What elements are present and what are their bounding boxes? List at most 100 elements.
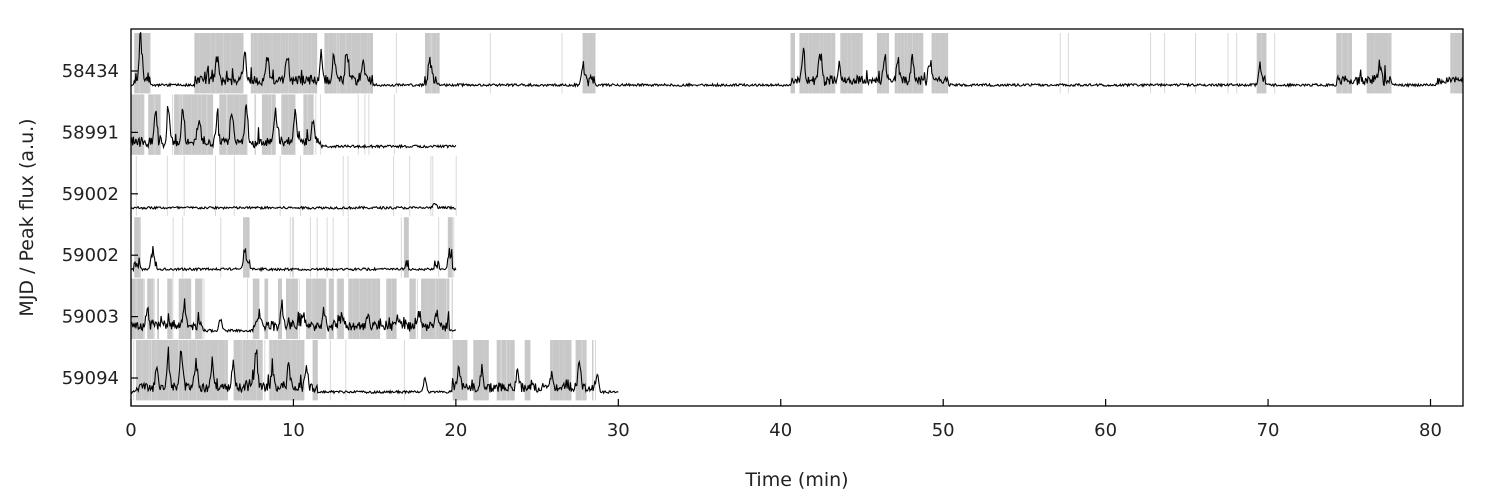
event-marker xyxy=(403,340,405,401)
event-marker xyxy=(506,340,508,401)
event-marker xyxy=(1059,33,1061,94)
event-marker xyxy=(289,217,291,278)
active-band xyxy=(447,217,453,278)
active-band xyxy=(131,278,203,339)
event-marker xyxy=(561,33,563,94)
event-marker xyxy=(279,155,281,217)
x-tick-label: 60 xyxy=(1094,420,1117,441)
event-marker xyxy=(241,340,243,401)
event-marker xyxy=(435,278,437,339)
event-marker xyxy=(581,340,583,401)
event-marker xyxy=(364,94,366,155)
x-tick-label: 40 xyxy=(769,420,792,441)
y-tick-label: 58434 xyxy=(62,61,119,82)
y-tick-label: 59003 xyxy=(62,307,119,328)
series-1-group xyxy=(130,94,457,155)
event-marker xyxy=(143,278,145,339)
event-marker xyxy=(171,278,173,339)
event-marker xyxy=(393,94,395,155)
event-marker xyxy=(1236,33,1238,94)
event-marker xyxy=(226,94,228,155)
event-marker xyxy=(332,217,334,278)
event-marker xyxy=(595,340,596,401)
event-marker xyxy=(206,94,208,155)
x-tick-label: 10 xyxy=(282,420,305,441)
event-marker xyxy=(1341,33,1343,94)
event-marker xyxy=(446,278,448,339)
event-marker xyxy=(271,94,272,155)
x-axis: 0 10 20 30 40 50 60 70 80 xyxy=(125,399,1442,441)
series-line-4 xyxy=(130,298,457,334)
series-3-group xyxy=(130,217,457,278)
event-marker xyxy=(264,340,266,401)
plot-frame xyxy=(130,28,1464,407)
series-line-0 xyxy=(130,32,1464,88)
x-tick-label: 30 xyxy=(607,420,630,441)
x-tick-label: 0 xyxy=(125,420,136,441)
event-marker xyxy=(135,155,137,217)
x-axis-label: Time (min) xyxy=(744,469,848,491)
event-marker xyxy=(154,94,156,155)
event-marker xyxy=(300,155,301,217)
active-band xyxy=(134,33,151,94)
event-marker xyxy=(151,340,152,401)
event-marker xyxy=(347,217,349,278)
active-band xyxy=(254,94,321,155)
event-marker xyxy=(133,340,135,401)
event-marker xyxy=(307,94,309,155)
event-marker xyxy=(368,94,370,155)
active-band xyxy=(135,340,318,401)
event-marker xyxy=(1195,33,1196,94)
event-marker xyxy=(172,217,174,278)
event-marker xyxy=(357,94,359,155)
y-tick-label: 59094 xyxy=(62,368,119,389)
event-marker xyxy=(431,33,433,94)
series-2-group xyxy=(130,155,457,217)
event-marker xyxy=(395,33,397,94)
event-marker xyxy=(336,33,338,94)
x-tick-label: 80 xyxy=(1419,420,1442,441)
event-marker xyxy=(329,340,331,401)
active-band xyxy=(1336,33,1392,94)
series-4-group xyxy=(130,278,457,339)
event-marker xyxy=(500,340,502,401)
event-marker xyxy=(166,155,168,217)
series-line-1 xyxy=(130,104,457,150)
event-marker xyxy=(1274,33,1276,94)
event-marker xyxy=(293,217,295,278)
event-marker xyxy=(326,217,328,278)
active-band xyxy=(1256,33,1267,94)
event-marker xyxy=(316,217,318,278)
event-marker xyxy=(178,340,180,401)
active-band xyxy=(582,33,596,94)
event-marker xyxy=(292,217,294,278)
series-line-2 xyxy=(130,203,457,211)
plot-area xyxy=(130,32,1464,401)
event-marker xyxy=(172,278,174,339)
event-marker xyxy=(182,94,184,155)
event-marker xyxy=(246,278,248,339)
event-marker xyxy=(220,217,222,278)
active-band xyxy=(243,217,250,278)
event-marker xyxy=(400,217,402,278)
event-marker xyxy=(393,155,395,217)
event-marker xyxy=(347,155,349,217)
event-marker xyxy=(315,94,317,155)
event-marker xyxy=(336,278,338,339)
event-marker xyxy=(233,155,235,217)
series-line-3 xyxy=(130,246,457,273)
series-line-5 xyxy=(130,346,619,395)
active-band xyxy=(403,217,409,278)
y-axis-label: MJD / Peak flux (a.u.) xyxy=(16,118,38,316)
y-axis: 58434 58991 59002 59002 59003 59094 xyxy=(62,61,138,389)
active-band xyxy=(452,340,594,401)
event-marker xyxy=(203,278,205,339)
event-marker xyxy=(182,217,184,278)
event-marker xyxy=(275,94,276,155)
event-marker xyxy=(455,155,457,217)
y-tick-label: 59002 xyxy=(62,184,119,205)
event-marker xyxy=(179,94,181,155)
event-marker xyxy=(1150,33,1152,94)
event-marker xyxy=(452,278,453,339)
event-marker xyxy=(183,155,185,217)
